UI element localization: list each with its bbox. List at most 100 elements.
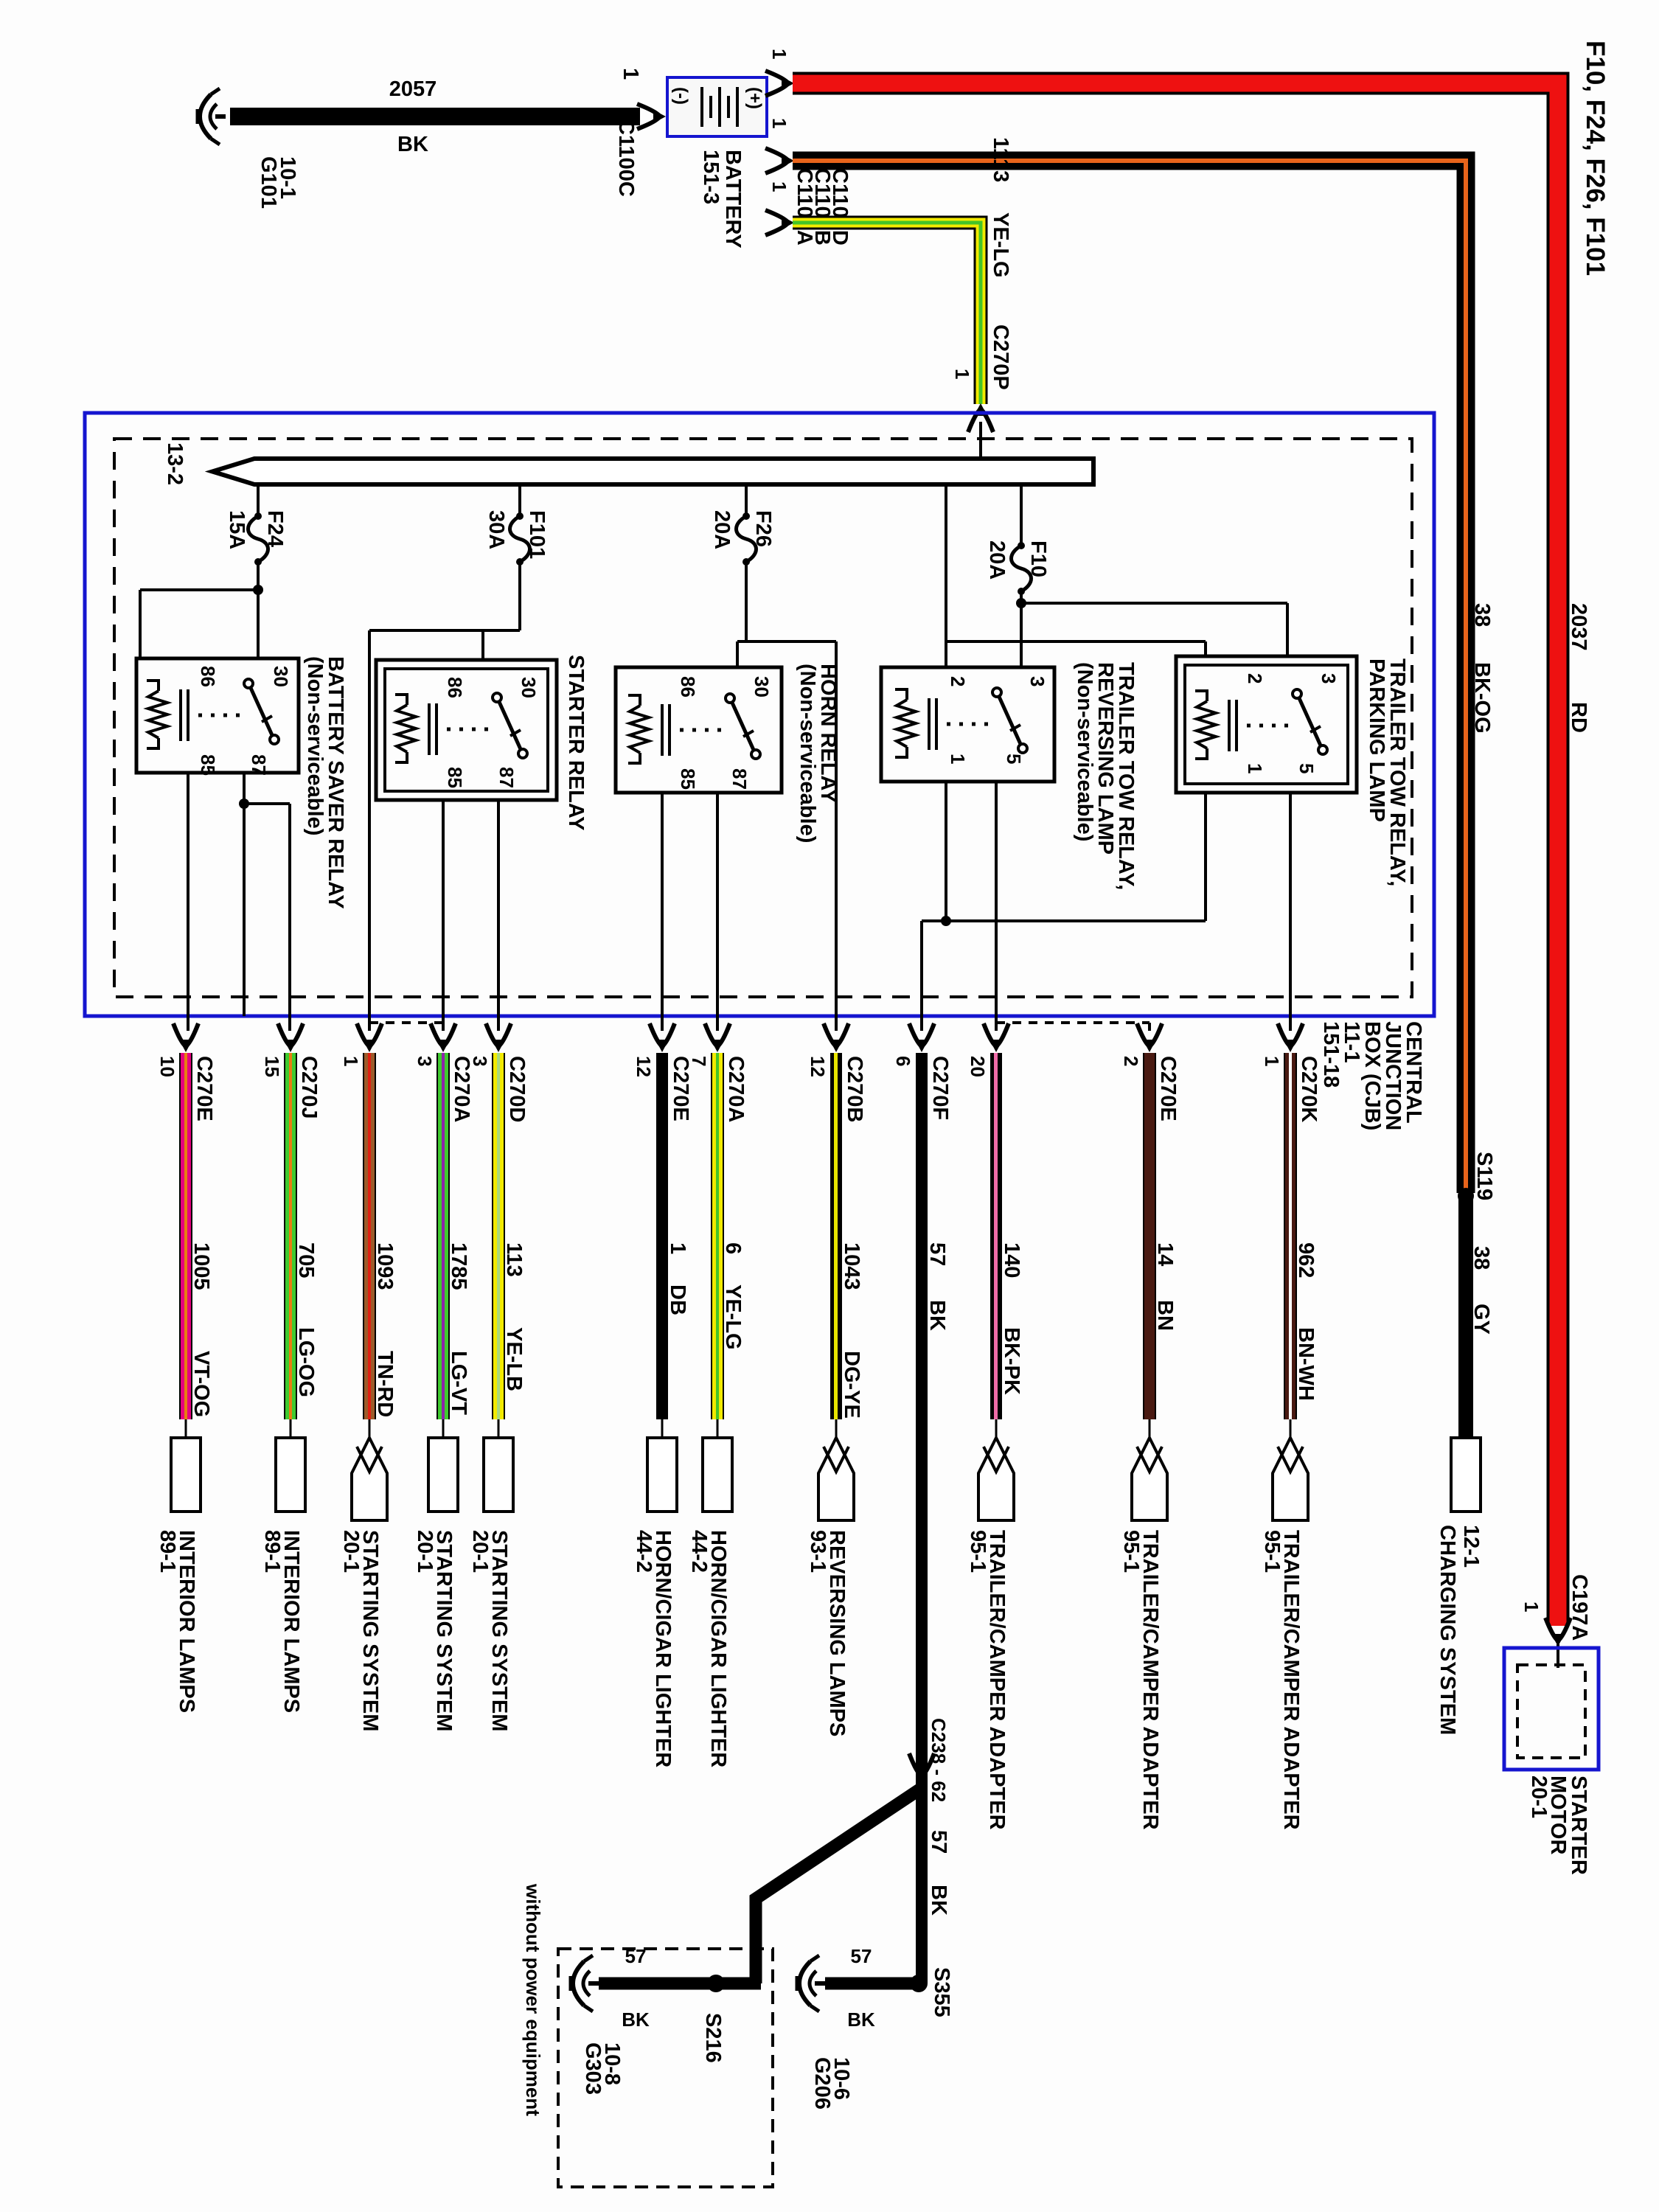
fuse-f26-amp: 20A [710,510,734,549]
battery-box [666,76,768,138]
svg-text:REVERSING LAMP: REVERSING LAMP [1093,662,1117,855]
svg-text:3: 3 [1318,673,1340,684]
starter-motor-ref: 20-1 [1527,1775,1551,1818]
svg-text:12: 12 [633,1056,655,1077]
ground-g206-icon [797,1955,825,2011]
svg-text:705: 705 [294,1242,318,1278]
c1100b-pin: 1 [768,118,790,128]
svg-text:(Non-serviceable): (Non-serviceable) [303,656,327,835]
connector-labels: 10 C270E 15 C270J 1 3 C270A 3 C270D 12 C… [156,1056,1321,1122]
starter-motor-box [1502,1646,1601,1772]
svg-text:1: 1 [1244,763,1266,773]
svg-text:5: 5 [1003,754,1025,764]
svg-text:TRAILER TOW RELAY,: TRAILER TOW RELAY, [1385,658,1409,886]
svg-text:86: 86 [444,677,466,698]
fuse-f24-name: F24 [263,510,287,547]
wire-2037-rd [793,74,1567,1626]
svg-text:REVERSING LAMPS: REVERSING LAMPS [825,1530,849,1736]
cjb-blue-box [83,411,1436,1018]
svg-text:BN-WH: BN-WH [1294,1327,1318,1401]
svg-text:85: 85 [444,767,466,788]
wire-1113-code: YE-LG [989,212,1012,278]
c1100a-pin: 1 [768,49,790,59]
svg-text:30: 30 [270,666,292,687]
svg-text:6: 6 [892,1056,914,1066]
c197a-pin: 1 [1520,1601,1543,1612]
svg-text:C270A: C270A [724,1056,748,1122]
svg-text:3: 3 [469,1056,491,1066]
dashed-jumpers [369,1021,1151,1031]
svg-text:1785: 1785 [447,1242,470,1290]
svg-text:20: 20 [967,1056,989,1077]
svg-text:HORN/CIGAR LIGHTER: HORN/CIGAR LIGHTER [651,1530,675,1767]
bus-label: 13-2 [163,442,187,485]
svg-text:LG-OG: LG-OG [294,1327,318,1397]
svg-text:2: 2 [947,676,969,686]
fuse-f101-amp: 30A [484,510,508,549]
svg-text:12-1: 12-1 [1459,1525,1483,1568]
svg-text:(Non-serviceable): (Non-serviceable) [796,664,819,843]
wire-2037-num: 2037 [1567,603,1590,651]
wire-57a-num: 57 [927,1830,950,1854]
svg-text:GY: GY [1470,1304,1493,1335]
svg-text:TRAILER/CAMPER ADAPTER: TRAILER/CAMPER ADAPTER [1138,1530,1162,1830]
note-label: without power equipment [522,1883,544,2116]
battery-plates-icon [700,87,739,127]
s119-label: S119 [1472,1152,1496,1200]
relay-trailer-tow-parking: 2 1 3 5 TRAILER TOW RELAY, PARKING LAMP [1174,654,1409,886]
svg-text:INTERIOR LAMPS: INTERIOR LAMPS [175,1530,198,1713]
cjb-output-arrows [173,1023,1303,1052]
g206-wire-code: BK [847,2008,875,2031]
svg-text:3: 3 [1026,676,1048,686]
circuit-wires [179,1053,1473,1983]
svg-text:VT-OG: VT-OG [189,1351,213,1417]
svg-text:TRAILER TOW RELAY,: TRAILER TOW RELAY, [1114,662,1138,890]
g206-ref: 10-6 [830,2057,853,2100]
svg-text:STARTING SYSTEM: STARTING SYSTEM [358,1530,382,1731]
svg-text:INTERIOR LAMPS: INTERIOR LAMPS [279,1530,303,1713]
svg-text:1043: 1043 [840,1242,863,1290]
svg-text:87: 87 [495,767,518,788]
ground-g101-icon [198,88,226,145]
g303-wire-num: 57 [625,1945,647,1967]
svg-text:BATTERY SAVER RELAY: BATTERY SAVER RELAY [324,656,347,909]
svg-text:C270D: C270D [505,1056,529,1122]
wire-38-code: BK-OG [1470,662,1494,734]
c1100b-label: C1100B [810,168,834,246]
svg-text:1: 1 [340,1056,362,1066]
fuse-f101-name: F101 [525,510,549,559]
svg-text:2: 2 [1244,673,1266,684]
relay-starter: 86 85 30 87 STARTER RELAY [374,655,588,830]
g303-wire-code: BK [622,2008,650,2031]
svg-text:LG-VT: LG-VT [447,1351,470,1415]
svg-text:962: 962 [1294,1242,1318,1278]
battery-ref: 151-3 [699,150,723,204]
c270p-pin: 1 [951,369,973,379]
svg-text:STARTING SYSTEM: STARTING SYSTEM [432,1530,456,1731]
svg-text:12: 12 [807,1056,829,1077]
svg-text:10: 10 [156,1056,178,1077]
battery-neg: (-) [671,87,691,105]
connector-arrow-c1100b-icon [765,148,794,173]
wire-2057-num: 2057 [389,77,437,101]
svg-text:86: 86 [197,666,219,687]
svg-text:YE-LG: YE-LG [721,1284,745,1350]
svg-text:STARTER RELAY: STARTER RELAY [564,655,588,830]
s216-label: S216 [701,2013,725,2063]
wire-labels: 1005 VT-OG 705 LG-OG 1093 TN-RD 1785 LG-… [189,1242,1493,1419]
g206-name: G206 [810,2057,834,2110]
battery-name: BATTERY [721,150,745,248]
c1100c-label: C1100C [614,119,638,197]
svg-text:113: 113 [502,1242,526,1277]
svg-text:PARKING LAMP: PARKING LAMP [1365,658,1388,822]
svg-text:95-1: 95-1 [1260,1530,1284,1573]
svg-text:89-1: 89-1 [156,1530,179,1573]
svg-text:86: 86 [677,676,699,698]
svg-text:7: 7 [688,1056,710,1066]
wire-2057-code: BK [397,133,428,156]
fuse-f10-amp: 20A [985,540,1009,580]
junction-dot [1016,598,1026,608]
g303-name: G303 [581,2042,605,2095]
